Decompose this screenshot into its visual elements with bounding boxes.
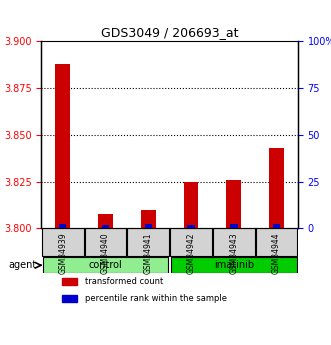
Bar [269, 148, 284, 228]
Text: GSM34940: GSM34940 [101, 232, 110, 274]
Text: GSM34939: GSM34939 [58, 232, 67, 274]
Text: transformed count: transformed count [85, 277, 163, 286]
Bar [55, 64, 70, 228]
FancyBboxPatch shape [213, 228, 255, 256]
FancyBboxPatch shape [256, 228, 298, 256]
Text: imatinib: imatinib [214, 260, 254, 270]
Bar [145, 224, 152, 228]
Bar [98, 214, 113, 228]
Bar [183, 182, 199, 228]
Bar [62, 278, 77, 285]
FancyBboxPatch shape [42, 228, 84, 256]
Text: percentile rank within the sample: percentile rank within the sample [85, 294, 227, 303]
Bar [230, 224, 238, 228]
Text: GSM34944: GSM34944 [272, 232, 281, 274]
Text: GSM34942: GSM34942 [186, 232, 196, 274]
Bar [273, 224, 280, 228]
Title: GDS3049 / 206693_at: GDS3049 / 206693_at [101, 26, 238, 39]
Bar [102, 225, 109, 228]
Bar [141, 210, 156, 228]
Bar [59, 224, 67, 228]
FancyBboxPatch shape [43, 257, 168, 273]
Text: GSM34943: GSM34943 [229, 232, 238, 274]
Bar [226, 180, 241, 228]
FancyBboxPatch shape [170, 228, 212, 256]
FancyBboxPatch shape [84, 228, 126, 256]
Text: agent: agent [8, 260, 36, 270]
Text: control: control [89, 260, 122, 270]
Bar [62, 295, 77, 302]
FancyBboxPatch shape [171, 257, 297, 273]
Text: GSM34941: GSM34941 [144, 232, 153, 274]
FancyBboxPatch shape [127, 228, 169, 256]
Bar [187, 225, 195, 228]
